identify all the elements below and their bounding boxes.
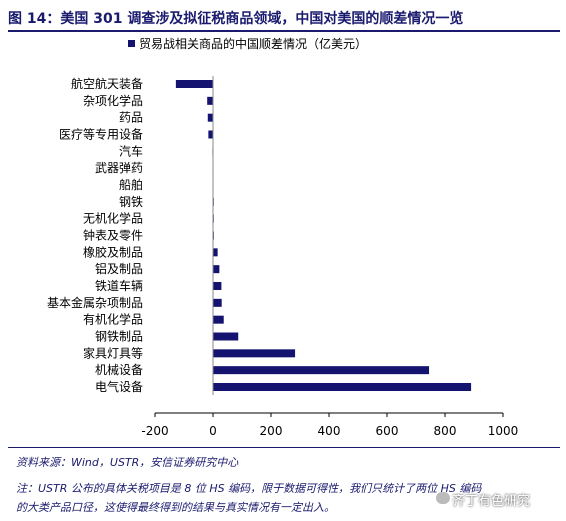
legend-swatch	[128, 40, 135, 47]
bar	[207, 113, 213, 122]
note-text-line2: 的大类产品口径，这使得最终得到的结果与真实情况有一定出入。	[16, 501, 335, 514]
x-tick-label: 400	[318, 424, 341, 438]
bar	[213, 349, 296, 358]
bar	[208, 130, 213, 139]
x-tick-label: 0	[209, 424, 217, 438]
category-label: 药品	[119, 111, 143, 125]
category-label: 武器弹药	[95, 161, 143, 175]
x-tick-label: 600	[376, 424, 399, 438]
category-label: 钟表及零件	[83, 228, 143, 243]
bar	[213, 265, 220, 274]
category-label: 基本金属杂项制品	[47, 295, 143, 310]
source-text: 资料来源：Wind，USTR，安信证券研究中心	[16, 456, 239, 469]
bar	[213, 366, 430, 375]
figure-title: 图 14：美国 301 调查涉及拟征税商品领域，中国对美国的顺差情况一览	[8, 11, 464, 27]
wechat-icon	[436, 492, 450, 504]
x-tick-label: -200	[141, 424, 168, 438]
category-label: 钢铁制品	[95, 330, 143, 344]
bar	[213, 298, 222, 307]
category-label: 铝及制品	[95, 261, 143, 276]
category-label: 无机化学品	[83, 211, 143, 226]
bar	[213, 383, 472, 391]
category-label: 医疗等专用设备	[59, 127, 143, 142]
category-label: 船舶	[119, 177, 143, 192]
bar	[213, 332, 239, 341]
category-label: 家具灯具等	[83, 345, 143, 360]
watermark: 齐丁有色研究	[452, 494, 531, 509]
bar	[213, 248, 218, 257]
category-label: 航空航天装备	[71, 76, 143, 91]
category-label: 电气设备	[95, 379, 143, 394]
category-label: 橡胶及制品	[83, 244, 143, 259]
category-label: 铁道车辆	[95, 278, 143, 293]
x-axis: -200 0 200 400 600 800 1000	[141, 76, 518, 438]
category-label: 机械设备	[95, 362, 143, 377]
category-label: 钢铁	[119, 195, 143, 209]
category-labels: 航空航天装备杂项化学品药品医疗等专用设备汽车武器弹药船舶钢铁无机化学品钟表及零件…	[47, 76, 143, 394]
x-tick-label: 200	[260, 424, 283, 438]
x-tick-label: 800	[434, 424, 457, 438]
title-divider	[8, 30, 560, 32]
bar	[175, 80, 213, 88]
category-label: 杂项化学品	[83, 93, 143, 108]
bar	[207, 96, 213, 105]
bar	[213, 282, 222, 290]
category-label: 汽车	[119, 143, 143, 158]
source-divider	[8, 447, 560, 448]
x-tick-label: 1000	[488, 424, 519, 438]
legend-label: 贸易战相关商品的中国顺差情况（亿美元）	[139, 36, 367, 51]
note-text-line1: 注：USTR 公布的具体关税项目是 8 位 HS 编码，限于数据可得性，我们只统…	[16, 482, 482, 495]
chart: 贸易战相关商品的中国顺差情况（亿美元） 航空航天装备杂项化学品药品医疗等专用设备…	[47, 36, 518, 438]
bars-layer	[175, 80, 472, 391]
category-label: 有机化学品	[83, 312, 143, 327]
bar	[213, 315, 224, 324]
